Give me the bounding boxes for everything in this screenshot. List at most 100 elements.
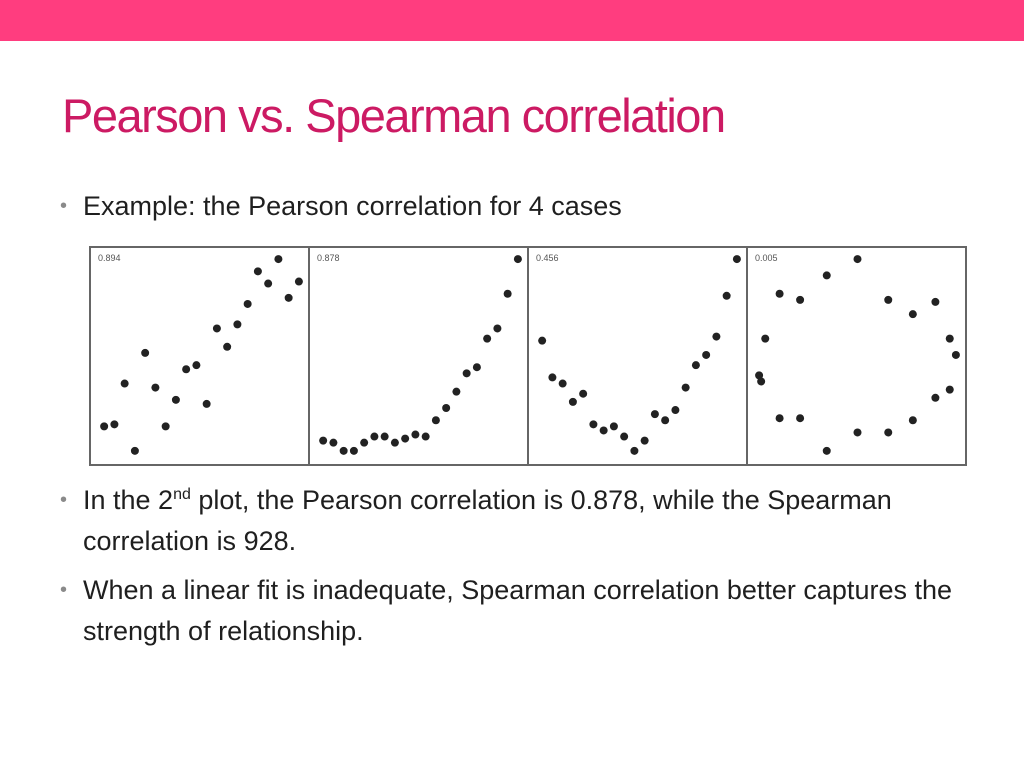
data-point (360, 438, 369, 447)
data-point (691, 361, 700, 370)
data-point (390, 438, 399, 447)
scatter-panels: 0.894 0.878 0.456 0.005 (89, 246, 967, 466)
data-point (796, 295, 805, 304)
data-point (141, 348, 150, 357)
data-point (681, 383, 690, 392)
data-point (442, 404, 451, 412)
scatter-panel-2: 0.878 (308, 246, 529, 466)
data-point (630, 446, 639, 455)
data-point (503, 289, 512, 298)
bullet-text-pre: In the 2 (83, 485, 174, 515)
data-point (151, 383, 160, 392)
bullet-item-linear-fit: • When a linear fit is inadequate, Spear… (60, 570, 960, 652)
data-point (349, 446, 358, 455)
data-point (120, 379, 129, 388)
data-point (493, 324, 502, 333)
scatter-panel-4: 0.005 (746, 246, 967, 466)
data-point (650, 410, 659, 419)
data-point (182, 365, 191, 374)
data-point (558, 379, 567, 388)
bullet-text: Example: the Pearson correlation for 4 c… (83, 191, 622, 221)
data-point (661, 416, 670, 425)
data-point (370, 432, 379, 441)
data-point (945, 385, 954, 394)
data-point (401, 434, 410, 443)
data-point (712, 332, 721, 341)
data-point (319, 436, 328, 445)
data-point (822, 446, 831, 455)
data-point (161, 422, 170, 431)
data-point (579, 389, 588, 398)
data-point (775, 289, 784, 298)
data-point (775, 414, 784, 423)
data-point (284, 293, 293, 302)
data-point (411, 430, 420, 439)
bullet-item-example: • Example: the Pearson correlation for 4… (60, 186, 960, 227)
data-point (223, 342, 232, 351)
data-point (757, 377, 766, 386)
data-point (589, 420, 598, 429)
data-point (202, 399, 211, 408)
scatter-panel-1: 0.894 (89, 246, 310, 466)
data-point (472, 363, 481, 372)
data-point (908, 310, 917, 319)
bullet-dot-icon: • (60, 579, 68, 601)
scatter-panel-3: 0.456 (527, 246, 748, 466)
data-point (599, 426, 608, 435)
data-point (568, 397, 577, 406)
data-point (130, 446, 139, 455)
data-point (620, 432, 629, 441)
data-point (853, 255, 862, 264)
data-point (884, 295, 893, 304)
data-point (931, 393, 940, 402)
data-point (452, 387, 461, 396)
panel-frame (308, 246, 529, 466)
top-accent-bar (0, 0, 1024, 41)
data-point (483, 334, 492, 343)
explanation-bullet-list: • In the 2nd plot, the Pearson correlati… (60, 480, 960, 660)
data-point (853, 428, 862, 437)
bullet-dot-icon: • (60, 195, 68, 217)
data-point (884, 428, 893, 437)
correlation-value-label: 0.005 (755, 253, 778, 263)
correlation-value-label: 0.878 (317, 253, 340, 263)
data-point (732, 255, 741, 264)
data-point (722, 291, 731, 300)
data-point (243, 299, 252, 308)
data-point (513, 255, 522, 264)
data-point (212, 324, 221, 333)
data-point (908, 416, 917, 425)
panel-frame (89, 246, 310, 466)
data-point (755, 371, 764, 380)
data-point (951, 350, 960, 359)
data-point (380, 432, 389, 441)
data-point (253, 267, 262, 276)
data-point (822, 271, 831, 280)
data-point (761, 334, 770, 343)
bullet-text-post: plot, the Pearson correlation is 0.878, … (83, 485, 892, 556)
intro-bullet-list: • Example: the Pearson correlation for 4… (60, 186, 960, 227)
data-point (171, 395, 180, 404)
data-point (538, 336, 547, 345)
data-point (100, 422, 109, 431)
data-point (640, 436, 649, 445)
data-point (110, 420, 119, 429)
data-point (329, 438, 338, 447)
bullet-dot-icon: • (60, 489, 68, 511)
data-point (274, 255, 283, 264)
data-point (294, 277, 303, 286)
data-point (431, 416, 440, 425)
data-point (264, 279, 273, 288)
data-point (945, 334, 954, 343)
data-point (339, 446, 348, 455)
data-point (609, 422, 618, 431)
bullet-item-second-plot: • In the 2nd plot, the Pearson correlati… (60, 480, 960, 562)
data-point (462, 369, 471, 378)
correlation-value-label: 0.894 (98, 253, 121, 263)
correlation-value-label: 0.456 (536, 253, 559, 263)
panel-frame (527, 246, 748, 466)
data-point (192, 361, 201, 370)
data-point (421, 432, 430, 441)
ordinal-suffix: nd (173, 486, 191, 503)
data-point (233, 320, 242, 329)
